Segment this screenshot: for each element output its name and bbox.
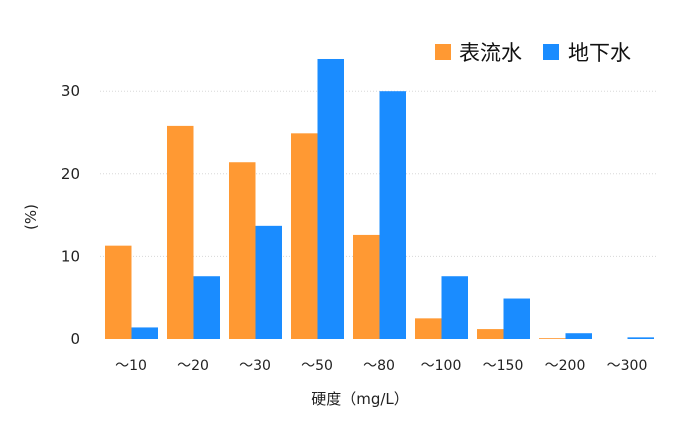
y-tick-label: 0 xyxy=(70,330,80,348)
bar-groundwater-3 xyxy=(317,58,344,340)
bar-groundwater-2 xyxy=(255,225,282,339)
x-tick-label: ～300 xyxy=(607,358,648,374)
bar-surface-water-0 xyxy=(105,245,132,339)
bar-surface-water-1 xyxy=(167,125,194,339)
bar-surface-water-2 xyxy=(229,162,256,339)
bars xyxy=(105,58,654,340)
legend-swatch-groundwater xyxy=(543,44,559,60)
bar-groundwater-1 xyxy=(193,276,220,339)
bar-groundwater-8 xyxy=(627,337,654,339)
y-tick-label: 10 xyxy=(61,247,80,265)
x-axis-label: 硬度（mg/L） xyxy=(311,390,409,408)
legend-label-groundwater: 地下水 xyxy=(568,41,631,65)
x-tick-label: ～10 xyxy=(115,358,147,374)
x-tick-label: ～30 xyxy=(239,358,271,374)
x-tick-label: ～150 xyxy=(483,358,524,374)
y-axis-label: (%) xyxy=(22,204,40,230)
bar-groundwater-7 xyxy=(565,333,592,339)
bar-surface-water-3 xyxy=(291,133,318,339)
bar-surface-water-5 xyxy=(415,318,442,339)
x-tick-label: ～200 xyxy=(545,358,586,374)
x-tick-label: ～50 xyxy=(301,358,333,374)
bar-surface-water-7 xyxy=(539,338,566,339)
x-tick-label: ～100 xyxy=(421,358,462,374)
bar-groundwater-0 xyxy=(131,327,158,339)
x-tick-label: ～20 xyxy=(177,358,209,374)
y-axis: 0 10 20 30 xyxy=(61,82,80,348)
bar-groundwater-4 xyxy=(379,91,406,339)
x-axis: ～10 ～20 ～30 ～50 ～80 ～100 ～150 ～200 ～300 xyxy=(115,358,647,374)
bar-surface-water-4 xyxy=(353,234,380,339)
legend-label-surface-water: 表流水 xyxy=(459,41,522,65)
bar-surface-water-6 xyxy=(477,329,504,339)
legend: 表流水 地下水 xyxy=(435,41,631,65)
bar-groundwater-6 xyxy=(503,298,530,339)
y-tick-label: 20 xyxy=(61,165,80,183)
y-tick-label: 30 xyxy=(61,82,80,100)
legend-swatch-surface-water xyxy=(435,44,451,60)
x-tick-label: ～80 xyxy=(363,358,395,374)
bar-groundwater-5 xyxy=(441,276,468,339)
